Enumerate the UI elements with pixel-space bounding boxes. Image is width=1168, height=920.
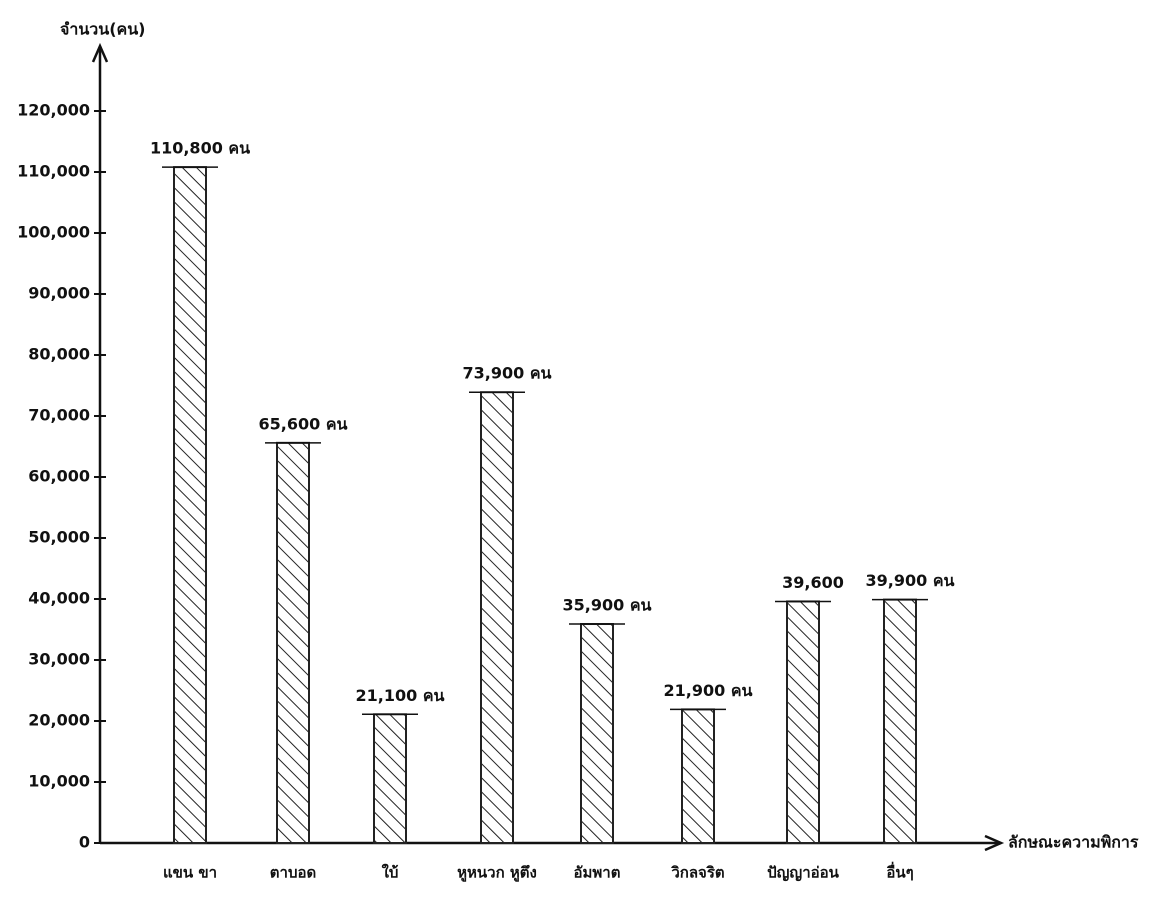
bar	[580, 623, 614, 845]
y-tick-label: 120,000	[17, 101, 90, 120]
x-tick-label: วิกลจริต	[671, 864, 725, 882]
value-label: 21,100 คน	[356, 686, 445, 705]
y-tick-label: 60,000	[28, 467, 90, 486]
bar	[173, 166, 207, 844]
y-tick-label: 70,000	[28, 406, 90, 425]
y-tick-label: 110,000	[17, 162, 90, 181]
y-tick-label: 40,000	[28, 589, 90, 608]
y-arrow	[91, 42, 109, 63]
x-tick-label: อื่นๆ	[886, 862, 913, 882]
value-label: 110,800 คน	[150, 139, 250, 158]
x-tick-label: แขน ขา	[163, 864, 217, 882]
x-axis-label: ลักษณะความพิการ	[1008, 833, 1139, 852]
x-tick-label: ใบ้	[382, 864, 399, 882]
y-tick-label: 50,000	[28, 528, 90, 547]
y-tick-label: 20,000	[28, 711, 90, 730]
y-tick-label: 10,000	[28, 772, 90, 791]
x-tick-label: อัมพาต	[574, 864, 621, 882]
y-tick-label: 100,000	[17, 223, 90, 242]
value-label: 65,600 คน	[259, 414, 348, 433]
y-tick-label: 80,000	[28, 345, 90, 364]
bar	[480, 391, 514, 844]
value-label: 21,900 คน	[664, 681, 753, 700]
value-label: 73,900 คน	[463, 364, 552, 383]
y-tick-label: 30,000	[28, 650, 90, 669]
y-tick-label: 0	[79, 833, 90, 852]
bar	[681, 708, 715, 844]
x-tick-label: ปัญญาอ่อน	[767, 864, 840, 882]
x-tick-label: ตาบอด	[270, 864, 316, 882]
y-tick-label: 90,000	[28, 284, 90, 303]
bar	[276, 441, 310, 844]
x-tick-label: หูหนวก หูตึง	[457, 864, 537, 883]
value-label: 39,900 คน	[866, 571, 955, 590]
value-label: 39,600	[782, 573, 844, 592]
value-label: 35,900 คน	[563, 596, 652, 615]
x-arrow	[984, 834, 1005, 852]
bar	[883, 598, 917, 844]
y-axis-label: จำนวน(คน)	[60, 20, 145, 39]
bar	[786, 600, 820, 844]
bar	[373, 713, 407, 844]
